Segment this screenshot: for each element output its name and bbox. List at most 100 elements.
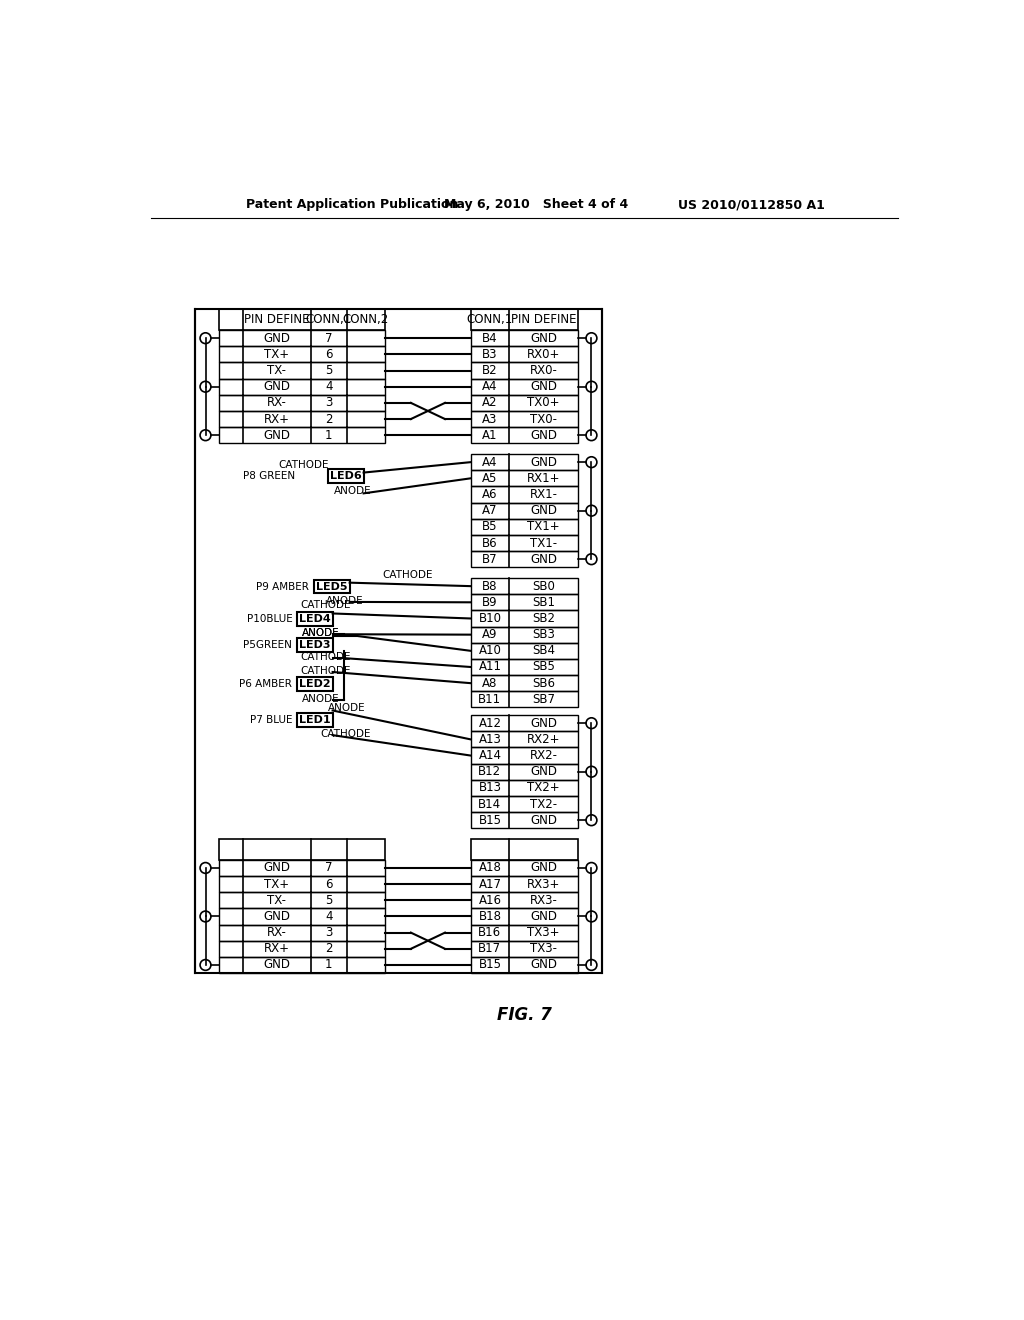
Text: RX1+: RX1+ [526, 471, 560, 484]
Text: B15: B15 [478, 958, 502, 972]
Bar [219, 428, 385, 444]
Bar [471, 715, 578, 731]
Text: CONN,2: CONN,2 [343, 313, 389, 326]
Text: B16: B16 [478, 927, 502, 939]
Bar [471, 535, 578, 552]
Bar [219, 395, 385, 411]
Text: RX2+: RX2+ [526, 733, 560, 746]
Text: FIG. 7: FIG. 7 [498, 1006, 552, 1024]
Text: GND: GND [263, 331, 290, 345]
Text: A4: A4 [482, 380, 498, 393]
Text: B18: B18 [478, 909, 502, 923]
Bar [471, 840, 578, 859]
Bar [219, 924, 385, 941]
Text: GND: GND [529, 553, 557, 566]
Text: GND: GND [529, 717, 557, 730]
Circle shape [586, 333, 597, 343]
Text: 2: 2 [325, 942, 333, 956]
Text: GND: GND [529, 455, 557, 469]
Bar [471, 675, 578, 692]
Circle shape [586, 381, 597, 392]
Bar [471, 428, 578, 444]
Circle shape [586, 554, 597, 565]
Text: RX-: RX- [267, 396, 287, 409]
Text: B15: B15 [478, 813, 502, 826]
Text: CATHODE: CATHODE [300, 667, 350, 676]
Text: A1: A1 [482, 429, 498, 442]
Text: TX-: TX- [267, 894, 287, 907]
Text: CATHODE: CATHODE [321, 730, 371, 739]
Text: CATHODE: CATHODE [278, 459, 329, 470]
Bar [471, 346, 578, 363]
Bar [471, 363, 578, 379]
Text: GND: GND [529, 331, 557, 345]
Bar [219, 411, 385, 428]
Bar [471, 594, 578, 610]
Bar [471, 503, 578, 519]
Text: 5: 5 [325, 894, 333, 907]
Text: 4: 4 [325, 909, 333, 923]
Bar [219, 379, 385, 395]
Text: SB6: SB6 [531, 677, 555, 689]
Text: GND: GND [529, 813, 557, 826]
Text: PIN DEFINE: PIN DEFINE [511, 313, 577, 326]
Text: A18: A18 [478, 862, 502, 874]
Text: TX3-: TX3- [529, 942, 557, 956]
Text: CONN,1: CONN,1 [305, 313, 352, 326]
Text: May 6, 2010   Sheet 4 of 4: May 6, 2010 Sheet 4 of 4 [444, 198, 629, 211]
Text: TX1-: TX1- [529, 536, 557, 549]
Bar [471, 747, 578, 763]
Bar [195, 309, 602, 973]
Text: RX+: RX+ [264, 413, 290, 425]
Text: A2: A2 [482, 396, 498, 409]
Bar [471, 330, 578, 346]
Circle shape [586, 767, 597, 777]
Text: B2: B2 [482, 364, 498, 378]
Text: 3: 3 [325, 396, 333, 409]
Bar [471, 941, 578, 957]
Circle shape [586, 911, 597, 921]
Bar [219, 892, 385, 908]
Bar [471, 487, 578, 503]
Text: CATHODE: CATHODE [300, 652, 350, 663]
Text: TX0+: TX0+ [527, 396, 560, 409]
Text: TX3+: TX3+ [527, 927, 560, 939]
Text: LED4: LED4 [299, 614, 331, 624]
Text: LED5: LED5 [316, 582, 347, 591]
Circle shape [586, 430, 597, 441]
Bar [471, 892, 578, 908]
Bar [219, 876, 385, 892]
Bar [471, 309, 578, 330]
Text: ANODE: ANODE [302, 628, 339, 639]
Text: RX1-: RX1- [529, 488, 557, 502]
Text: P8 GREEN: P8 GREEN [244, 471, 295, 482]
Bar [328, 470, 364, 483]
Text: RX2-: RX2- [529, 748, 557, 762]
Bar [471, 395, 578, 411]
Text: ANODE: ANODE [328, 704, 366, 713]
Bar [471, 552, 578, 568]
Bar [314, 579, 349, 594]
Bar [219, 330, 385, 346]
Text: CONN,1: CONN,1 [467, 313, 513, 326]
Text: A13: A13 [478, 733, 502, 746]
Text: ANODE: ANODE [302, 628, 339, 639]
Text: SB1: SB1 [531, 595, 555, 609]
Text: RX3+: RX3+ [526, 878, 560, 891]
Bar [219, 941, 385, 957]
Text: CATHODE: CATHODE [300, 601, 350, 610]
Text: LED1: LED1 [299, 714, 331, 725]
Bar [471, 610, 578, 627]
Bar [471, 578, 578, 594]
Text: GND: GND [529, 766, 557, 779]
Text: B11: B11 [478, 693, 502, 706]
Text: GND: GND [263, 862, 290, 874]
Text: 3: 3 [325, 927, 333, 939]
Text: P6 AMBER: P6 AMBER [240, 680, 292, 689]
Text: 4: 4 [325, 380, 333, 393]
Text: ANODE: ANODE [334, 486, 372, 496]
Text: A3: A3 [482, 413, 498, 425]
Text: PIN DEFINE: PIN DEFINE [244, 313, 309, 326]
Circle shape [200, 911, 211, 921]
Bar [297, 677, 333, 692]
